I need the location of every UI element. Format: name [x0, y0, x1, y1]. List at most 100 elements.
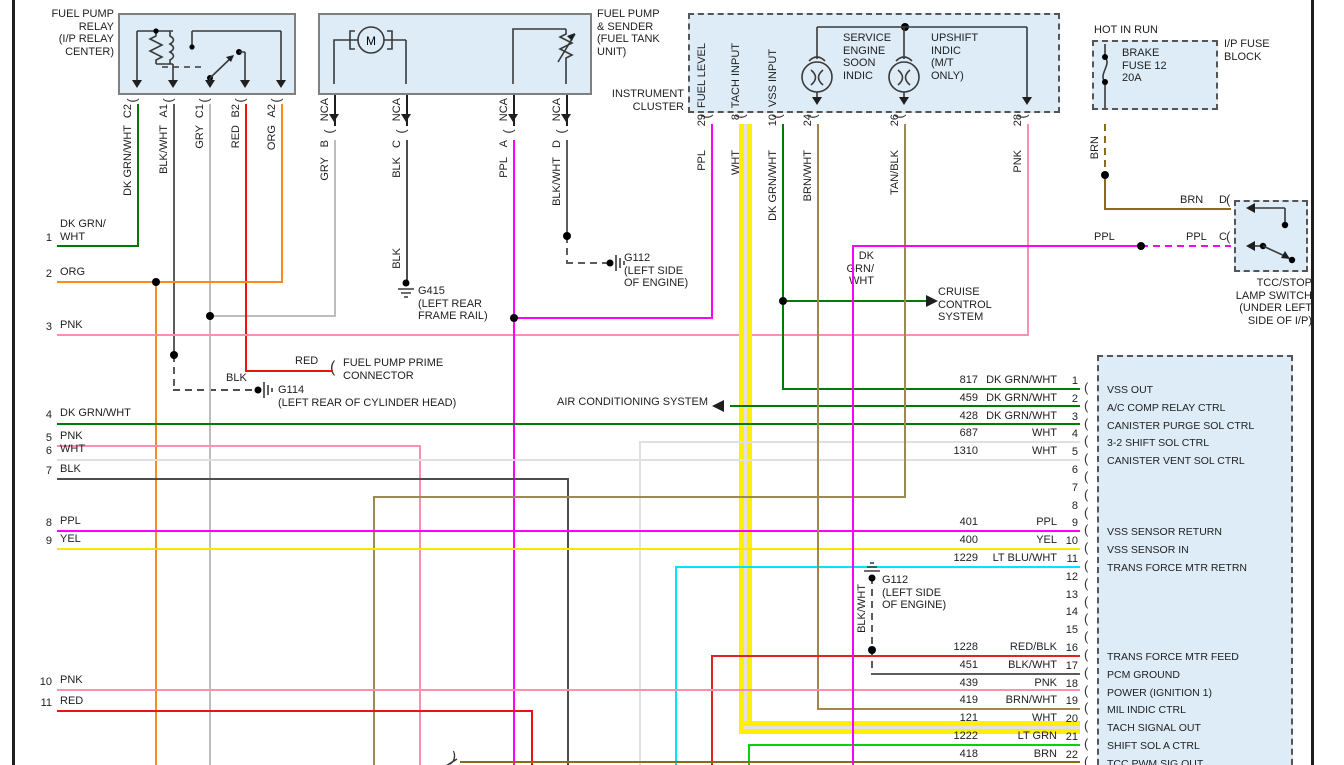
wire-row5-pnk [57, 445, 421, 447]
wire-1229-drop [675, 566, 677, 765]
pcm-pin-arc-icon: ( [1084, 451, 1089, 466]
wire-c1-gry [209, 104, 211, 765]
wire-row9-400-yel [57, 548, 1080, 550]
pcm-circuit-number: 400 [959, 534, 978, 546]
wire-row2-org [57, 281, 283, 283]
arrow-down-icon [1022, 97, 1032, 105]
wire-1222-ltgrn [748, 744, 1080, 746]
pcm-connector-box [1097, 355, 1293, 765]
pcm-pin-arc-icon: ( [1084, 700, 1089, 715]
pcm-pin-arc-icon: ( [1084, 576, 1089, 591]
left-tap-color-label: PNK [60, 674, 83, 686]
pcm-pin-number: 17 [1065, 660, 1078, 672]
cluster-bulb-leads [816, 92, 905, 101]
cluster-title: INSTRUMENT CLUSTER [611, 88, 684, 113]
bulb-filament-icon [810, 69, 824, 86]
wire-nca-c [406, 95, 408, 126]
pcm-pin-arc-icon: ( [1084, 754, 1089, 765]
pcm-wire-color-label: BLK/WHT [1008, 659, 1057, 671]
pcm-wire-color-label: PPL [1036, 516, 1057, 528]
left-tap-number: 3 [45, 321, 52, 333]
bulb-icon [801, 61, 833, 93]
pcm-pin-number: 8 [1071, 500, 1078, 512]
pcm-pin-function-label: 3-2 SHIFT SOL CTRL [1107, 437, 1210, 449]
wire-fuse-brn [1104, 174, 1106, 210]
motor-icon [357, 26, 385, 54]
pcm-pin-function-label: SHIFT SOL A CTRL [1107, 740, 1200, 752]
pcm-wire-color-label: BRN [1033, 748, 1057, 760]
cluster-arc-icon [808, 56, 913, 62]
pcm-wire-color-label: WHT [1031, 445, 1057, 457]
g112-ground-icon [864, 562, 880, 572]
tcc-pin-arc-icon: ( [1226, 229, 1231, 244]
pcm-circuit-number: 121 [959, 712, 978, 724]
tcc-caption: TCC/STOP LAMP SWITCH (UNDER LEFT SIDE OF… [1235, 277, 1312, 327]
left-tap-color-label: PNK [60, 319, 83, 331]
wire-gry-link [209, 315, 336, 317]
pcm-wire-color-label: YEL [1036, 534, 1057, 546]
wire-pump-d-blkwht [566, 140, 568, 236]
wire-row7-blk [57, 478, 569, 480]
pcm-wire-color-label: BRN/WHT [1005, 694, 1057, 706]
pcm-pin-function-label: CANISTER VENT SOL CTRL [1107, 455, 1245, 467]
pcm-pin-arc-icon: ( [1084, 398, 1089, 413]
pcm-pin-function-label: PCM GROUND [1107, 669, 1180, 681]
cruise-target-label: CRUISE CONTROL SYSTEM [938, 286, 992, 323]
ip-fuse-block-label: I/P FUSE BLOCK [1224, 38, 1270, 63]
wire-brnwht24-drop [817, 124, 819, 710]
g114-ground-icon [263, 382, 273, 398]
pcm-pin-arc-icon: ( [1084, 594, 1089, 609]
wire-1229-ltblu [675, 566, 1080, 568]
pcm-pin-number: 11 [1066, 553, 1078, 565]
wire-451-blkwht [871, 673, 1080, 675]
wire-cruise-dkgrnwht [782, 300, 926, 302]
pcm-wire-color-label: WHT [1031, 427, 1057, 439]
pcm-pin-function-label: TACH SIGNAL OUT [1107, 722, 1201, 734]
sender-resistor-icon [512, 28, 574, 84]
pcm-circuit-number: 1229 [953, 552, 978, 564]
pcm-pin-arc-icon: ( [1084, 718, 1089, 733]
g112-pcm-label: G112 (LEFT SIDE OF ENGINE) [882, 574, 947, 611]
pcm-wire-color-label: DK GRN/WHT [986, 392, 1057, 404]
fuse-icon [1102, 44, 1108, 108]
wire-nca-a [513, 95, 515, 126]
ground-dot [402, 279, 410, 287]
left-tap-number: 4 [45, 409, 52, 421]
g114-label: G114 (LEFT REAR OF CYLINDER HEAD) [278, 384, 457, 409]
arrow-down-icon [276, 80, 286, 88]
tcc-brn-label: BRN [1180, 194, 1204, 206]
pcm-pin-arc-icon: ( [1084, 665, 1089, 680]
wire-row5-pnk-drop [419, 445, 421, 765]
pcm-pin-arc-icon: ( [1084, 469, 1089, 484]
pcm-pin-number: 1 [1071, 375, 1078, 387]
arrowhead-icon [226, 55, 234, 62]
pcm-pin-arc-icon: ( [1084, 736, 1089, 751]
wire-org-drop [155, 282, 157, 765]
pcm-pin-number: 21 [1065, 731, 1078, 743]
wire-nca-b [334, 95, 336, 126]
pcm-wire-color-label: LT BLU/WHT [992, 552, 1057, 564]
left-tap-number: 8 [45, 517, 52, 529]
wire-817-dkgrnwht [782, 388, 1080, 390]
wire-prime-red [245, 370, 333, 372]
frame-right [1311, 0, 1314, 765]
brn-connector-tail [446, 758, 458, 765]
arrow-left-icon [1246, 241, 1255, 251]
arrow-down-icon [812, 97, 822, 105]
left-tap-number: 10 [39, 676, 52, 688]
pcm-wire-color-label: WHT [1031, 712, 1057, 724]
pcm-pin-number: 7 [1071, 482, 1078, 494]
left-tap-color-label: DK GRN/WHT [60, 407, 131, 419]
ground-dot [606, 259, 614, 267]
instrument-cluster-box [688, 13, 1060, 113]
prime-target-label: FUEL PUMP PRIME CONNECTOR [343, 357, 444, 382]
pcm-circuit-number: 419 [959, 694, 978, 706]
wire-row4-428-dkgrnwht [57, 423, 1080, 425]
junction-dot [170, 351, 178, 359]
pcm-pin-function-label: POWER (IGNITION 1) [1107, 687, 1212, 699]
arrow-down-icon [899, 97, 909, 105]
relay-switch-rail [191, 30, 281, 47]
wire-row3-pnk [57, 334, 1028, 336]
wire-row11-red [57, 710, 533, 712]
